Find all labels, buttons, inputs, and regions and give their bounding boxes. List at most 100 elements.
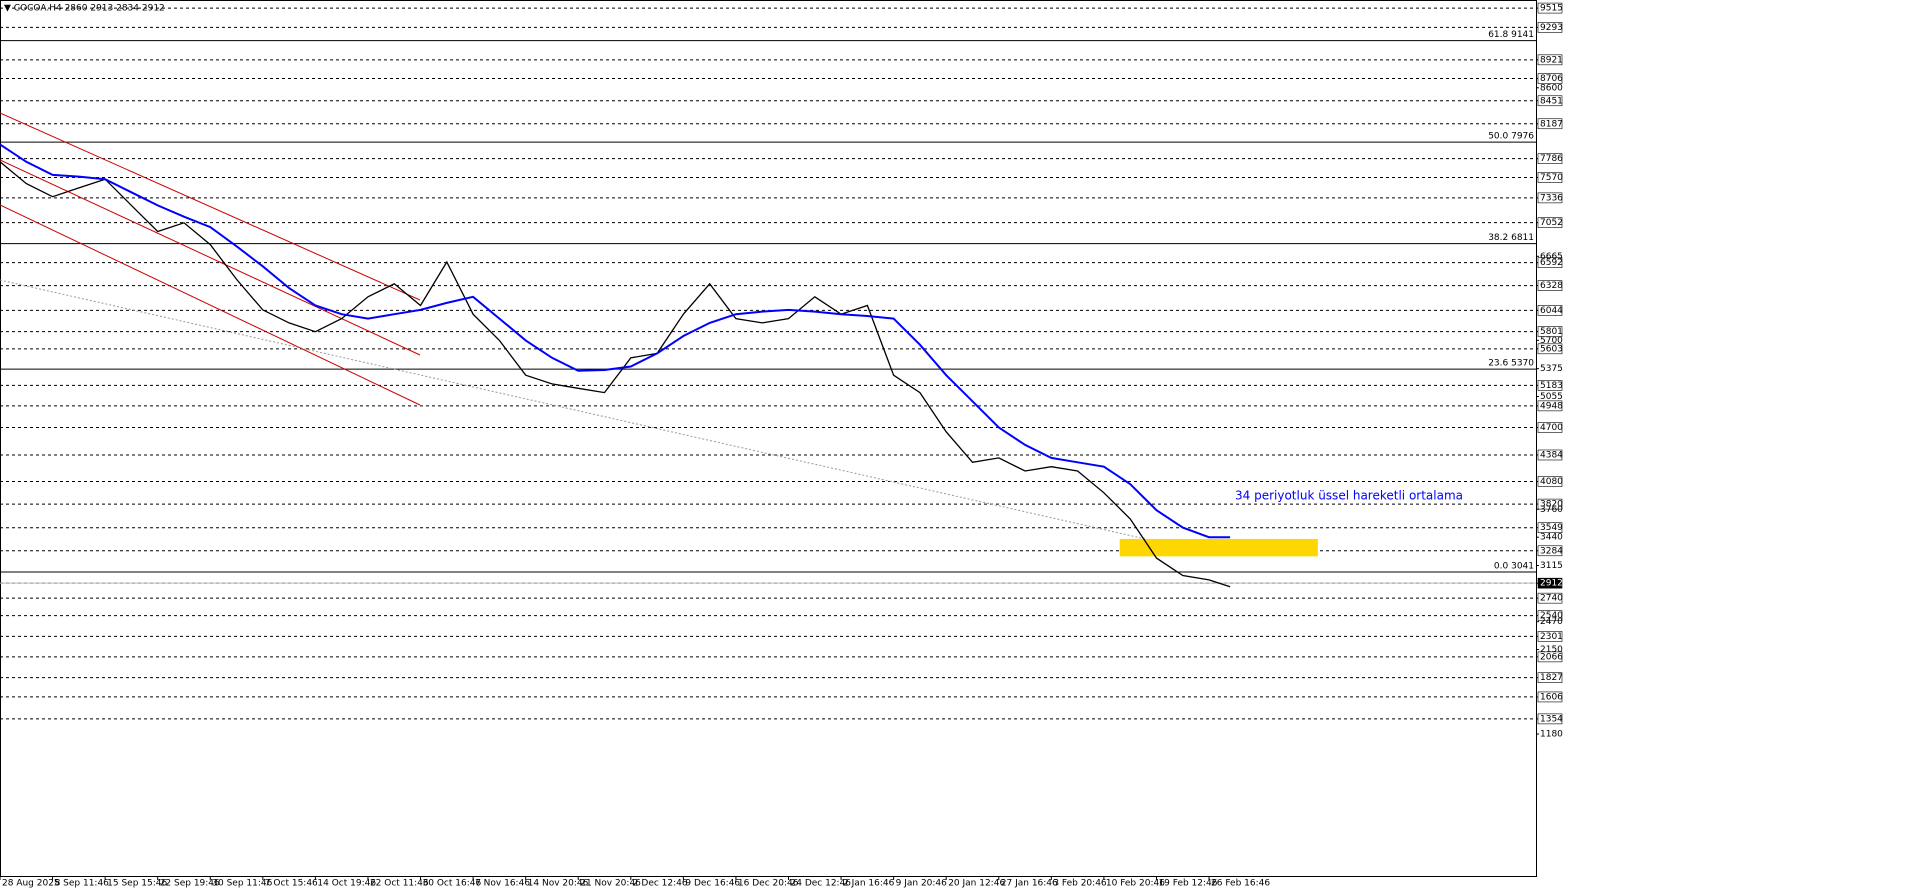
y-tick-label: 4700 <box>1540 423 1563 433</box>
y-tick-box <box>1537 118 1563 130</box>
x-tick-label: 14 Oct 19:46 <box>317 879 376 888</box>
y-minor-tick-label: 3440 <box>1540 533 1563 543</box>
y-tick-box <box>1537 2 1563 14</box>
y-tick-box <box>1537 498 1563 510</box>
y-tick-box <box>1537 73 1563 84</box>
y-tick-label: 8187 <box>1540 119 1563 129</box>
y-minor-tick-label: 5700 <box>1540 336 1563 346</box>
chart-header: ▼ COCOA.H4 2860 2913 2834 2912 <box>4 4 165 14</box>
y-tick-label: 1606 <box>1540 692 1563 702</box>
y-tick-label: 7052 <box>1540 218 1563 228</box>
y-tick-box <box>1537 672 1563 683</box>
x-tick-label: 28 Aug 2025 <box>2 879 60 888</box>
y-tick-box <box>1537 422 1563 433</box>
y-tick-box <box>1537 610 1563 621</box>
y-minor-tick-label: 3760 <box>1540 505 1563 515</box>
plot-frame <box>0 0 1537 877</box>
y-tick-label: 8706 <box>1540 74 1563 84</box>
y-tick-label: 7786 <box>1540 154 1563 164</box>
y-tick-box <box>1537 631 1563 642</box>
y-tick-label: 9515 <box>1540 4 1563 14</box>
y-tick-label: 4080 <box>1540 477 1563 487</box>
trend-line <box>0 279 1151 541</box>
x-tick-label: 9 Jan 20:46 <box>896 879 948 888</box>
fib-label: 61.8 9141 <box>1488 30 1534 40</box>
y-tick-label: 1827 <box>1540 673 1563 683</box>
x-tick-label: 15 Sep 15:46 <box>107 879 167 888</box>
x-tick-label: 27 Jan 16:46 <box>1001 879 1058 888</box>
y-tick-box <box>1537 22 1563 33</box>
y-tick-label: 5603 <box>1540 344 1563 354</box>
x-tick-label: 10 Feb 20:46 <box>1106 879 1165 888</box>
channel-lower <box>0 204 421 406</box>
grid-layer: 9515 9293 8921 8706 8451 8187 7786 7570 7336 7052… <box>0 2 1563 888</box>
fib-label: 38.2 6811 <box>1488 233 1534 243</box>
x-tick-label: 24 Dec 12:46 <box>791 879 852 888</box>
y-tick-box <box>1537 326 1563 337</box>
channel <box>0 112 421 406</box>
y-tick-label: 7570 <box>1540 173 1563 183</box>
channel-upper <box>0 112 421 301</box>
x-tick-label: 8 Sep 11:46 <box>55 879 110 888</box>
y-tick-box <box>1537 153 1563 164</box>
y-tick-label: 2912 <box>1540 579 1563 589</box>
y-tick-label: 6592 <box>1540 258 1563 268</box>
fib-label: 0.0 3041 <box>1494 561 1534 571</box>
y-tick-label: 2066 <box>1540 652 1563 662</box>
x-tick-label: 30 Oct 16:46 <box>423 879 482 888</box>
y-tick-box <box>1537 380 1563 391</box>
y-tick-label: 5801 <box>1540 327 1563 337</box>
fib-label: 50.0 7976 <box>1488 132 1534 142</box>
y-tick-box <box>1537 476 1563 487</box>
y-tick-label: 6328 <box>1540 281 1563 291</box>
x-tick-label: 3 Feb 20:46 <box>1053 879 1107 888</box>
highlight-zone <box>1119 538 1318 557</box>
channel-middle <box>0 159 421 356</box>
y-tick-box <box>1537 651 1563 663</box>
y-tick-box <box>1537 577 1563 589</box>
x-tick-label: 19 Feb 12:46 <box>1158 879 1217 888</box>
y-tick-label: 9293 <box>1540 23 1563 33</box>
y-tick-label: 8921 <box>1540 55 1563 65</box>
x-tick-label: 14 Nov 20:46 <box>528 879 589 888</box>
y-minor-tick-label: 1180 <box>1540 730 1563 740</box>
x-tick-label: 22 Oct 11:46 <box>370 879 429 888</box>
y-tick-label: 5183 <box>1540 381 1563 391</box>
y-tick-box <box>1537 691 1563 703</box>
series-line <box>0 143 1231 539</box>
x-tick-label: 30 Sep 11:46 <box>212 879 272 888</box>
y-tick-label: 4948 <box>1540 401 1563 411</box>
x-tick-label: 7 Oct 15:46 <box>265 879 318 888</box>
y-tick-label: 1354 <box>1540 714 1563 724</box>
fib-label: 23.6 5370 <box>1488 359 1534 369</box>
y-minor-tick-label: 3115 <box>1540 561 1563 571</box>
y-tick-label: 2740 <box>1540 594 1563 604</box>
y-tick-label: 8451 <box>1540 96 1563 106</box>
y-tick-label: 7336 <box>1540 193 1563 203</box>
x-tick-label: 7 Nov 16:46 <box>475 879 530 888</box>
y-tick-box <box>1537 592 1563 604</box>
y-tick-label: 3820 <box>1540 500 1563 510</box>
data-layer <box>0 143 1318 588</box>
y-minor-tick-label: 5055 <box>1540 392 1563 402</box>
y-tick-box <box>1537 713 1563 725</box>
y-tick-box <box>1537 449 1563 461</box>
annotation: 34 periyotluk üssel hareketli ortalama <box>1235 489 1463 503</box>
y-tick-box <box>1537 280 1563 291</box>
x-tick-label: 2 Dec 12:46 <box>633 879 688 888</box>
x-tick-label: 26 Feb 16:46 <box>1211 879 1270 888</box>
y-minor-tick-label: 8600 <box>1540 83 1563 93</box>
y-tick-label: 2540 <box>1540 611 1563 621</box>
y-tick-label: 6044 <box>1540 306 1563 316</box>
y-tick-box <box>1537 522 1563 534</box>
x-tick-label: 2 Jan 16:46 <box>843 879 895 888</box>
x-tick-label: 22 Sep 19:46 <box>160 879 220 888</box>
y-tick-box <box>1537 172 1563 183</box>
y-minor-tick-label: 6665 <box>1540 252 1563 262</box>
series-line <box>0 161 1231 588</box>
y-tick-box <box>1537 343 1563 355</box>
y-tick-label: 4384 <box>1540 450 1563 460</box>
y-tick-label: 2301 <box>1540 632 1563 642</box>
y-tick-box <box>1537 400 1563 412</box>
